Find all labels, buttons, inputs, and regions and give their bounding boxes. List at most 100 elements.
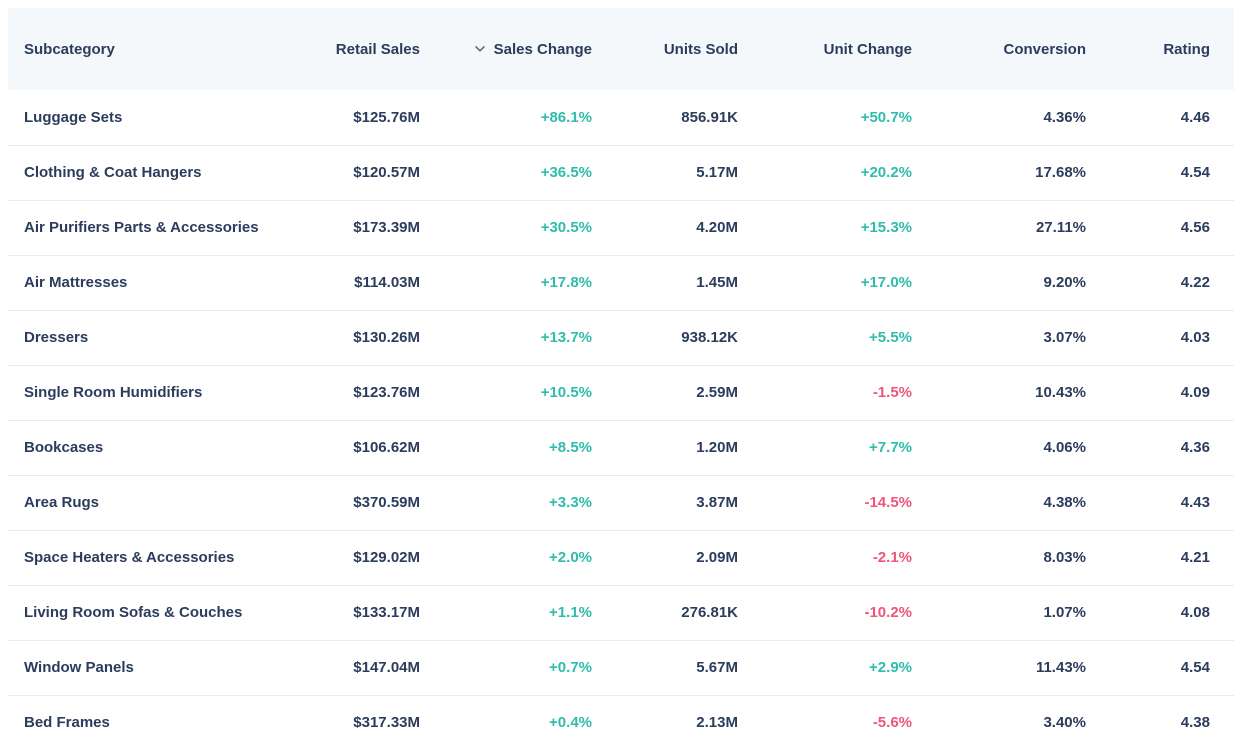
cell-rating: 4.03 — [1086, 309, 1234, 365]
column-header-sales-change[interactable]: Sales Change — [420, 8, 592, 90]
cell-rating: 4.46 — [1180, 108, 1210, 126]
cell-subcategory: Dressers — [8, 309, 250, 365]
cell-rating: 4.36 — [1086, 419, 1234, 475]
cell-rating: 4.08 — [1086, 584, 1234, 640]
table-row[interactable]: Space Heaters & Accessories $129.02M +2.… — [8, 529, 1234, 585]
cell-rating: 4.43 — [1086, 474, 1234, 530]
table-row[interactable]: Bed Frames $317.33M +0.4% 2.13M -5.6% 3.… — [8, 694, 1234, 748]
cell-unit-change: +17.0% — [738, 254, 912, 310]
cell-units-sold: 856.91K — [681, 108, 738, 126]
cell-subcategory: Bookcases — [8, 419, 250, 475]
cell-retail-sales: $120.57M — [250, 144, 420, 200]
cell-unit-change: +2.9% — [738, 639, 912, 695]
cell-units-sold: 1.45M — [592, 254, 738, 310]
cell-rating: 4.09 — [1086, 364, 1234, 420]
cell-unit-change: -1.5% — [738, 364, 912, 420]
cell-retail-sales: $125.76M — [353, 108, 420, 126]
cell-retail-sales: $130.26M — [250, 309, 420, 365]
cell-retail-sales: $147.04M — [250, 639, 420, 695]
table-row[interactable]: Luggage Sets $125.76M +86.1% 856.91K +50… — [8, 90, 1234, 145]
cell-conversion: 3.40% — [912, 694, 1086, 748]
cell-retail-sales: $173.39M — [250, 199, 420, 255]
cell-conversion: 3.07% — [912, 309, 1086, 365]
cell-units-sold: 3.87M — [592, 474, 738, 530]
cell-sales-change: +86.1% — [540, 108, 592, 126]
table-body: Luggage Sets $125.76M +86.1% 856.91K +50… — [8, 90, 1234, 748]
cell-subcategory: Air Purifiers Parts & Accessories — [8, 199, 259, 255]
cell-conversion: 4.38% — [912, 474, 1086, 530]
cell-conversion: 9.20% — [912, 254, 1086, 310]
cell-rating: 4.22 — [1086, 254, 1234, 310]
cell-retail-sales: $370.59M — [250, 474, 420, 530]
cell-subcategory: Window Panels — [8, 639, 250, 695]
cell-units-sold: 2.59M — [592, 364, 738, 420]
table-row[interactable]: Bookcases $106.62M +8.5% 1.20M +7.7% 4.0… — [8, 419, 1234, 475]
cell-sales-change: +0.7% — [420, 639, 592, 695]
table-row[interactable]: Area Rugs $370.59M +3.3% 3.87M -14.5% 4.… — [8, 474, 1234, 530]
cell-sales-change: +36.5% — [420, 144, 592, 200]
cell-conversion: 8.03% — [912, 529, 1086, 585]
cell-unit-change: -5.6% — [738, 694, 912, 748]
cell-unit-change: +20.2% — [738, 144, 912, 200]
cell-conversion: 10.43% — [912, 364, 1086, 420]
cell-rating: 4.21 — [1086, 529, 1234, 585]
table-row[interactable]: Clothing & Coat Hangers $120.57M +36.5% … — [8, 144, 1234, 200]
column-header-unit-change[interactable]: Unit Change — [823, 40, 912, 58]
cell-units-sold: 1.20M — [592, 419, 738, 475]
cell-unit-change: +50.7% — [860, 108, 912, 126]
cell-rating: 4.56 — [1086, 199, 1234, 255]
column-header-conversion[interactable]: Conversion — [1003, 40, 1086, 58]
table-row[interactable]: Dressers $130.26M +13.7% 938.12K +5.5% 3… — [8, 309, 1234, 365]
cell-conversion: 27.11% — [912, 199, 1086, 255]
cell-units-sold: 5.67M — [592, 639, 738, 695]
cell-sales-change: +8.5% — [420, 419, 592, 475]
cell-unit-change: +5.5% — [738, 309, 912, 365]
chevron-down-icon — [473, 42, 487, 56]
cell-subcategory: Single Room Humidifiers — [8, 364, 250, 420]
cell-units-sold: 938.12K — [592, 309, 738, 365]
table-header: Subcategory Retail Sales Sales Change Un… — [8, 8, 1234, 90]
cell-rating: 4.54 — [1086, 144, 1234, 200]
cell-sales-change: +13.7% — [420, 309, 592, 365]
table-row[interactable]: Air Purifiers Parts & Accessories $173.3… — [8, 199, 1234, 255]
cell-unit-change: -2.1% — [738, 529, 912, 585]
cell-conversion: 11.43% — [912, 639, 1086, 695]
cell-subcategory: Bed Frames — [8, 694, 250, 748]
cell-unit-change: -10.2% — [738, 584, 912, 640]
subcategory-metrics-table: Subcategory Retail Sales Sales Change Un… — [8, 8, 1234, 748]
cell-sales-change: +3.3% — [420, 474, 592, 530]
cell-rating: 4.54 — [1086, 639, 1234, 695]
cell-conversion: 4.36% — [1043, 108, 1086, 126]
cell-retail-sales: $123.76M — [250, 364, 420, 420]
cell-sales-change: +17.8% — [420, 254, 592, 310]
column-header-units-sold[interactable]: Units Sold — [663, 40, 738, 58]
cell-subcategory: Space Heaters & Accessories — [8, 529, 250, 585]
cell-subcategory: Living Room Sofas & Couches — [8, 584, 250, 640]
cell-conversion: 4.06% — [912, 419, 1086, 475]
cell-subcategory: Area Rugs — [8, 474, 250, 530]
cell-retail-sales: $129.02M — [250, 529, 420, 585]
cell-units-sold: 2.13M — [592, 694, 738, 748]
column-header-sales-change-label: Sales Change — [493, 40, 592, 58]
cell-units-sold: 276.81K — [592, 584, 738, 640]
column-header-rating[interactable]: Rating — [1163, 40, 1210, 58]
cell-retail-sales: $317.33M — [250, 694, 420, 748]
column-header-subcategory[interactable]: Subcategory — [24, 40, 115, 58]
cell-unit-change: -14.5% — [738, 474, 912, 530]
cell-subcategory: Luggage Sets — [24, 108, 123, 126]
table-row[interactable]: Window Panels $147.04M +0.7% 5.67M +2.9%… — [8, 639, 1234, 695]
cell-sales-change: +1.1% — [420, 584, 592, 640]
cell-retail-sales: $114.03M — [250, 254, 420, 310]
cell-rating: 4.38 — [1086, 694, 1234, 748]
cell-unit-change: +7.7% — [738, 419, 912, 475]
table-row[interactable]: Air Mattresses $114.03M +17.8% 1.45M +17… — [8, 254, 1234, 310]
table-row[interactable]: Single Room Humidifiers $123.76M +10.5% … — [8, 364, 1234, 420]
cell-sales-change: +2.0% — [420, 529, 592, 585]
cell-subcategory: Clothing & Coat Hangers — [8, 144, 250, 200]
cell-unit-change: +15.3% — [738, 199, 912, 255]
column-header-retail-sales[interactable]: Retail Sales — [335, 40, 420, 58]
cell-sales-change: +10.5% — [420, 364, 592, 420]
table-row[interactable]: Living Room Sofas & Couches $133.17M +1.… — [8, 584, 1234, 640]
cell-retail-sales: $133.17M — [250, 584, 420, 640]
